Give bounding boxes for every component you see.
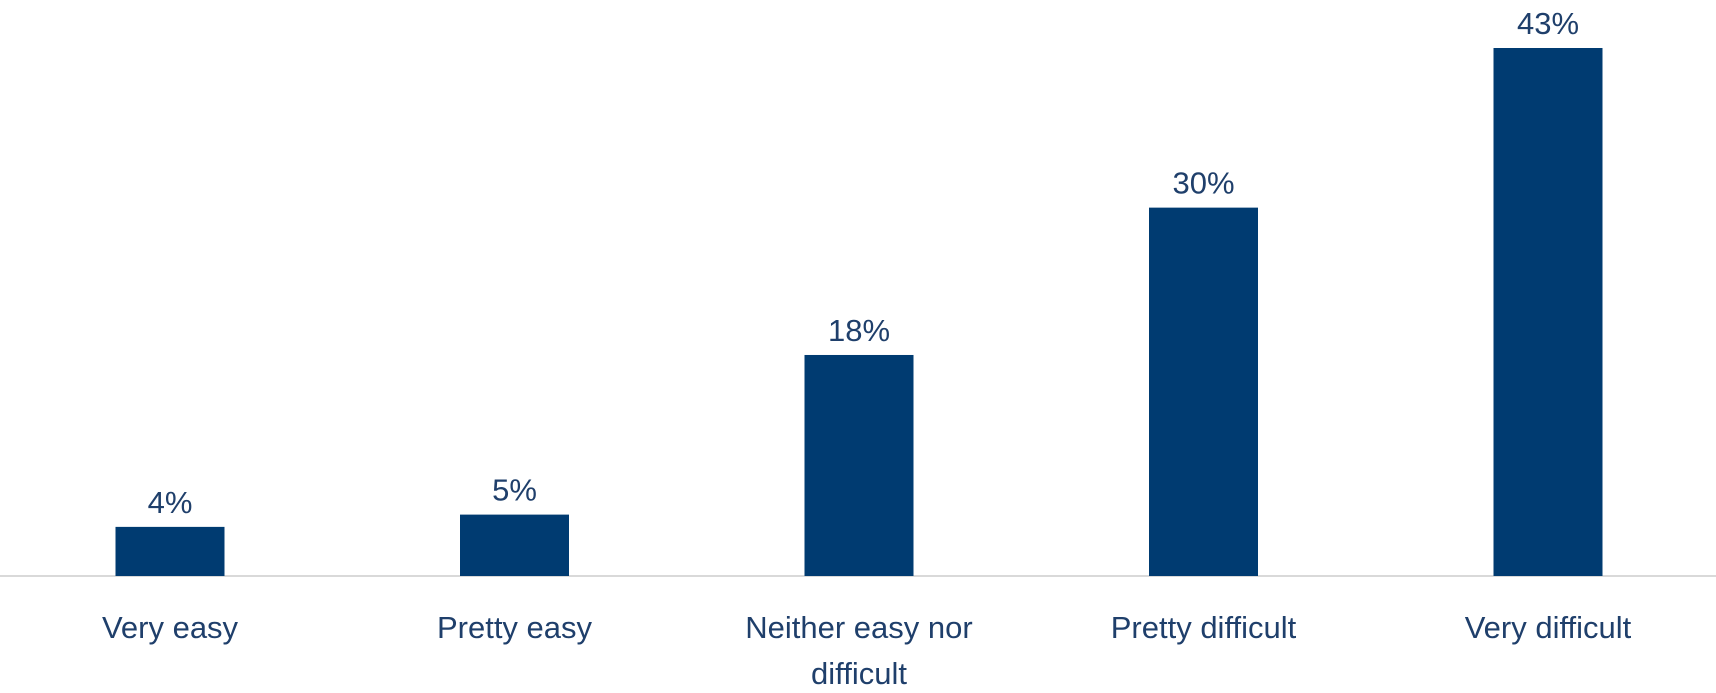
value-label-2: 18% bbox=[828, 313, 890, 348]
category-label-1: Pretty easy bbox=[437, 610, 593, 645]
bar-0 bbox=[115, 526, 225, 576]
bars-layer bbox=[115, 48, 1603, 576]
category-label-0: Very easy bbox=[102, 610, 239, 645]
value-label-1: 5% bbox=[492, 473, 537, 508]
category-label-line: Neither easy nor bbox=[745, 610, 972, 645]
value-label-0: 4% bbox=[148, 485, 193, 520]
category-label-line: Pretty easy bbox=[437, 610, 593, 645]
bar-4 bbox=[1493, 48, 1603, 576]
category-label-line: difficult bbox=[811, 656, 907, 691]
category-label-3: Pretty difficult bbox=[1111, 610, 1297, 645]
value-label-3: 30% bbox=[1172, 166, 1234, 201]
category-label-2: Neither easy nor difficult bbox=[745, 610, 972, 691]
category-label-line: Very difficult bbox=[1465, 610, 1632, 645]
category-labels-layer: Very easy Pretty easy Neither easy nor diff… bbox=[102, 610, 1632, 691]
bar-2 bbox=[804, 354, 914, 576]
value-labels-layer: 4% 5% 18% 30% 43% bbox=[148, 6, 1579, 520]
category-label-4: Very difficult bbox=[1465, 610, 1632, 645]
bar-3 bbox=[1149, 207, 1258, 576]
bar-1 bbox=[460, 514, 569, 576]
category-label-line: Very easy bbox=[102, 610, 239, 645]
value-label-4: 43% bbox=[1517, 6, 1579, 41]
category-label-line: Pretty difficult bbox=[1111, 610, 1297, 645]
